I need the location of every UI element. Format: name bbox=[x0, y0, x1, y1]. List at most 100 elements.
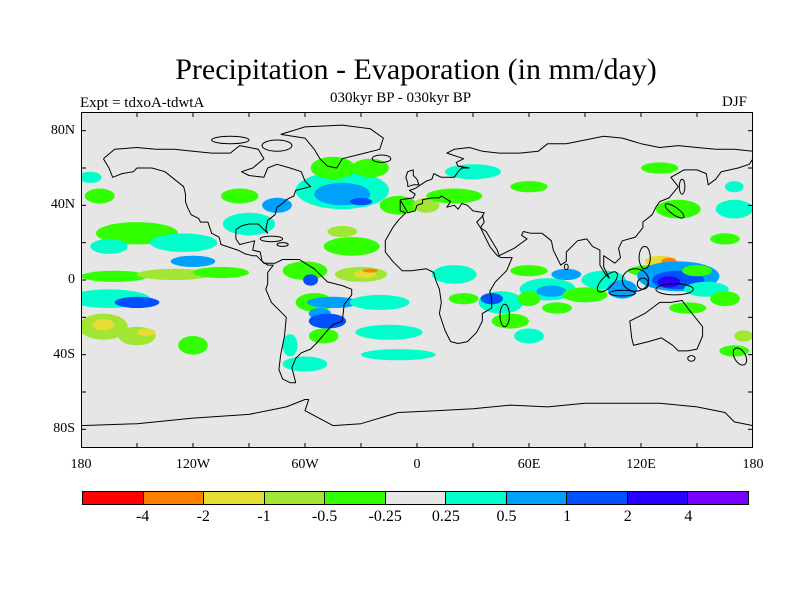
field-region bbox=[262, 197, 292, 213]
coastline bbox=[102, 145, 353, 384]
coastline-layer bbox=[81, 124, 753, 427]
field-region bbox=[114, 296, 160, 308]
field-region bbox=[710, 233, 740, 245]
field-region bbox=[448, 293, 479, 305]
colorbar-swatch bbox=[204, 492, 265, 504]
coastline bbox=[405, 169, 420, 188]
colorbar-swatch bbox=[83, 492, 144, 504]
chart-title: Precipitation - Evaporation (in mm/day) bbox=[175, 53, 657, 86]
x-tick-label: 60W bbox=[291, 457, 319, 472]
field-region bbox=[349, 294, 410, 310]
field-region bbox=[514, 328, 544, 344]
colorbar-tick-label: -4 bbox=[135, 508, 150, 525]
island bbox=[621, 268, 650, 292]
experiment-label: Expt = tdxoA-tdwtA bbox=[80, 95, 205, 111]
field-region bbox=[431, 265, 477, 284]
field-region bbox=[137, 328, 156, 336]
colorbar-tick-label: -0.5 bbox=[311, 508, 338, 525]
coastline bbox=[384, 195, 513, 344]
island bbox=[687, 355, 696, 362]
field-region bbox=[308, 328, 339, 344]
island bbox=[678, 178, 686, 195]
island bbox=[638, 245, 651, 270]
colorbar-swatch bbox=[688, 492, 749, 504]
field-region bbox=[379, 196, 417, 215]
field-region bbox=[641, 162, 679, 174]
field-region bbox=[150, 233, 218, 252]
colorbar-swatch bbox=[506, 492, 568, 504]
field-region bbox=[517, 291, 541, 307]
season-label: DJF bbox=[722, 94, 748, 110]
field-region bbox=[137, 268, 212, 280]
island bbox=[259, 235, 284, 243]
map-panel bbox=[81, 112, 753, 448]
field-region bbox=[510, 265, 548, 277]
island bbox=[211, 135, 250, 145]
field-region bbox=[282, 334, 298, 357]
y-tick-label: 80N bbox=[50, 122, 75, 138]
coastline-antarctica bbox=[81, 399, 753, 427]
coastline bbox=[480, 158, 753, 279]
x-tick-label: 180 bbox=[742, 457, 764, 472]
colorbar-tick-label: -2 bbox=[196, 508, 210, 525]
field-region bbox=[510, 181, 548, 193]
field-region bbox=[81, 171, 102, 183]
island bbox=[276, 242, 289, 247]
island bbox=[371, 154, 392, 163]
chart-subtitle: 030kyr BP - 030kyr BP bbox=[330, 90, 472, 106]
field-region bbox=[327, 225, 358, 238]
field-region bbox=[178, 336, 208, 355]
field-region bbox=[682, 265, 712, 277]
field-region bbox=[92, 319, 115, 331]
colorbar-tick-label: 0.25 bbox=[431, 508, 460, 525]
colorbar-tick-label: 1 bbox=[563, 508, 572, 525]
colorbar-swatch bbox=[325, 492, 386, 504]
field-region bbox=[362, 268, 378, 273]
x-tick-label: 180 bbox=[70, 457, 92, 472]
field-region bbox=[734, 330, 753, 342]
tick-marks bbox=[81, 112, 753, 448]
field-region bbox=[562, 287, 608, 303]
field-region bbox=[355, 324, 423, 340]
field-region bbox=[607, 280, 638, 299]
field-region bbox=[426, 188, 483, 204]
colorbar-tick-label: 2 bbox=[623, 508, 632, 525]
y-tick-label: 40S bbox=[53, 346, 75, 362]
field-region bbox=[310, 156, 356, 180]
island bbox=[664, 203, 685, 219]
field-region bbox=[536, 285, 567, 297]
colorbar-swatch bbox=[446, 492, 507, 504]
island bbox=[499, 303, 510, 328]
island bbox=[261, 139, 293, 152]
x-tick-label: 120E bbox=[626, 457, 656, 472]
colorbar-tick-label: 4 bbox=[684, 508, 693, 525]
coastline-australia bbox=[629, 300, 704, 352]
island bbox=[596, 271, 618, 293]
y-tick-label: 40N bbox=[50, 197, 75, 213]
field-region bbox=[306, 296, 360, 308]
colorbar-tick-label: -0.25 bbox=[368, 508, 402, 525]
field-region bbox=[715, 199, 753, 219]
colorbar-swatch bbox=[143, 492, 205, 504]
field-region bbox=[445, 164, 501, 180]
field-layer bbox=[81, 156, 753, 372]
island bbox=[655, 283, 694, 296]
colorbar bbox=[82, 491, 749, 505]
colorbar-swatch bbox=[627, 492, 689, 504]
colorbar-swatch bbox=[385, 492, 447, 504]
field-region bbox=[170, 255, 216, 267]
field-region bbox=[361, 349, 436, 361]
field-region bbox=[551, 268, 582, 280]
field-region bbox=[193, 266, 249, 279]
field-region bbox=[349, 197, 373, 206]
island bbox=[608, 289, 636, 297]
field-region bbox=[323, 237, 380, 256]
y-tick-label: 0 bbox=[68, 272, 75, 287]
field-region bbox=[710, 291, 740, 307]
field-region bbox=[351, 158, 389, 178]
x-tick-label: 60E bbox=[517, 457, 541, 472]
field-region bbox=[90, 238, 128, 254]
field-region bbox=[491, 313, 529, 329]
colorbar-swatch bbox=[264, 492, 326, 504]
x-tick-label: 120W bbox=[175, 457, 211, 472]
